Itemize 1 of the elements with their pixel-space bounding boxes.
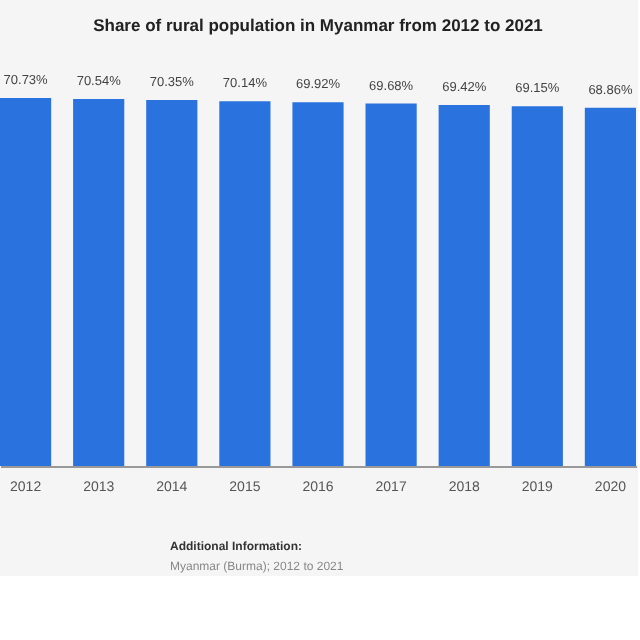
chart-title: Share of rural population in Myanmar from 2012 to 2021: [93, 15, 544, 36]
